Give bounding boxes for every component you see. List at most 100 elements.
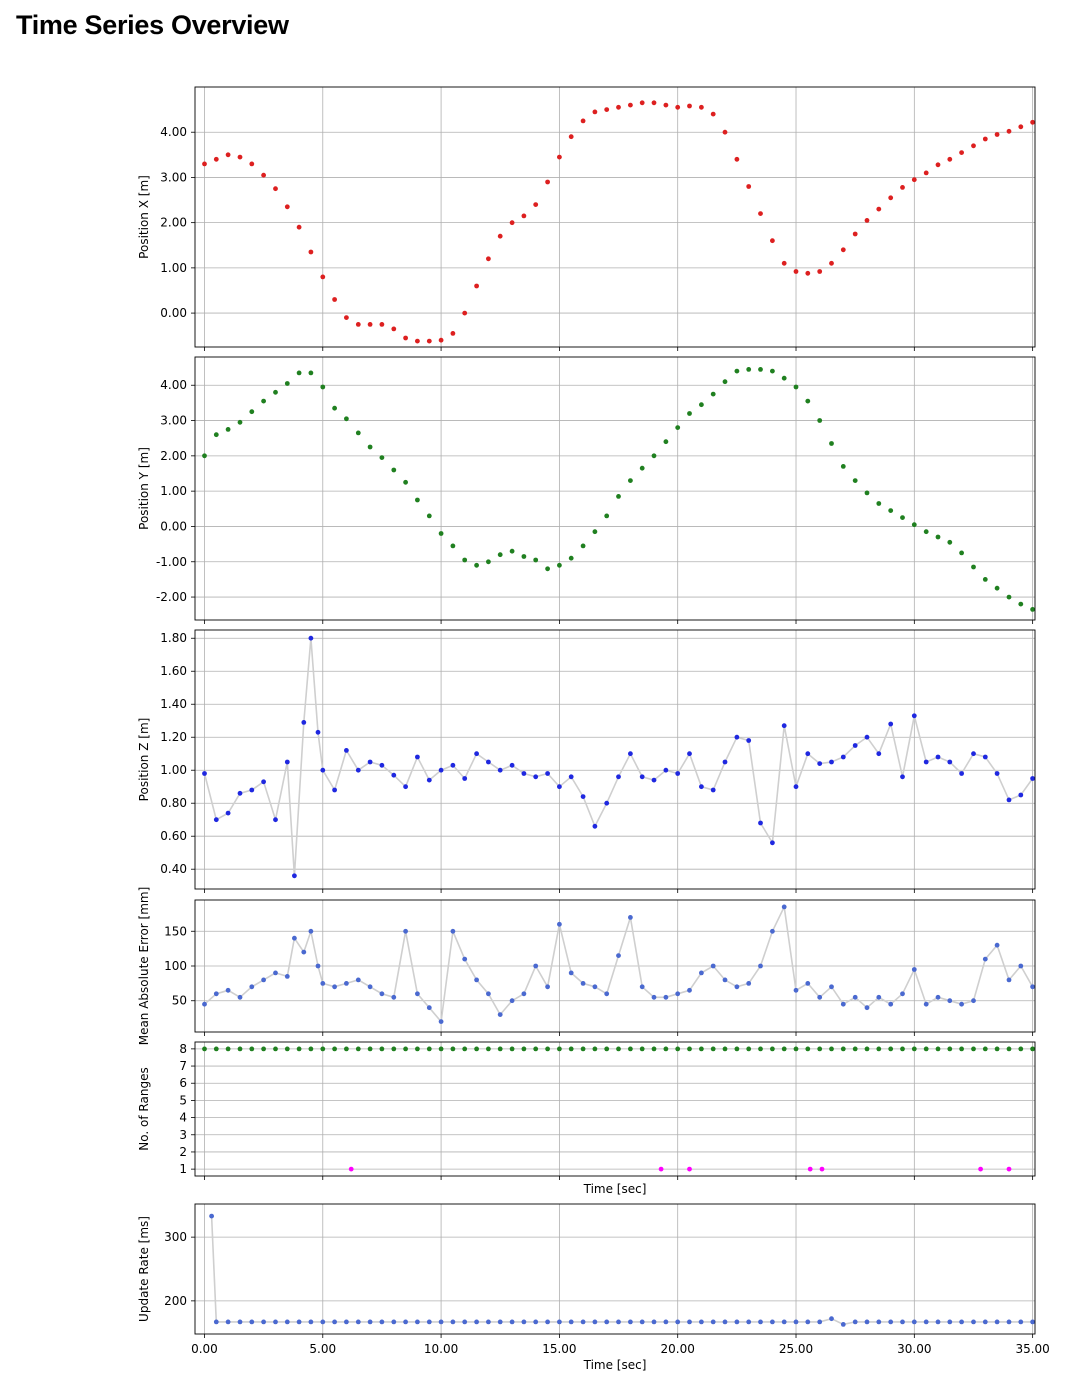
data-point [462,956,468,962]
data-point [486,256,491,262]
data-point [237,994,243,1000]
data-point [592,1046,598,1052]
data-point [557,1046,562,1052]
data-point [355,1319,361,1325]
axes-frame [194,1041,1036,1177]
data-point [852,1046,858,1052]
data-point [758,367,763,372]
data-point [261,1046,266,1052]
data-point [486,759,491,765]
data-point [344,1319,349,1325]
data-point [651,1319,657,1325]
data-point [355,767,361,773]
data-point [687,987,692,993]
data-point [474,751,479,757]
data-point [947,998,953,1004]
data-point [284,974,290,979]
y-tick-label: 4.00 [160,125,187,139]
data-point [497,552,503,558]
data-point [817,994,823,1000]
y-tick-label: 8 [179,1042,187,1056]
data-point [557,1319,562,1325]
data-point [994,771,1000,776]
data-point [521,771,527,776]
data-point [935,1046,941,1052]
data-point [888,1319,894,1325]
data-point [947,1319,953,1325]
data-point [320,274,326,280]
data-point [474,1046,479,1052]
data-point [308,370,314,376]
data-point [202,1001,207,1007]
data-point [1030,119,1035,125]
y-tick-label: 150 [164,924,187,938]
data-point [284,1319,290,1325]
data-point [888,195,894,201]
data-point [829,260,834,266]
y-tick-label: 1.00 [160,763,187,777]
data-point [734,1046,740,1052]
data-point [710,1319,716,1325]
data-point [710,1046,716,1052]
data-point [639,465,645,471]
y-tick-label: -2.00 [156,590,187,604]
data-point [994,132,1000,137]
y-tick-label: 1.40 [160,697,187,711]
data-point [332,405,337,411]
data-point [348,1166,354,1172]
data-point [237,790,243,796]
data-point [568,555,574,561]
data-point [568,774,574,780]
data-point [805,1319,811,1325]
data-point [781,904,787,910]
data-point [758,211,763,217]
data-point [722,1046,728,1052]
data-point [438,337,444,343]
data-point [1018,963,1024,969]
data-point [959,550,964,556]
data-point [663,102,669,108]
y-tick-label: 2.00 [160,449,187,463]
data-point [982,136,988,142]
data-point [273,186,278,192]
y-tick-label: 1.60 [160,664,187,678]
y-tick-label: 3 [179,1128,187,1142]
data-point [793,987,799,993]
data-point [426,777,432,783]
data-point [592,984,598,990]
y-tick-label: 1.20 [160,730,187,744]
data-point [829,1316,834,1322]
data-point [876,994,882,1000]
data-point [639,1046,645,1052]
data-point [497,1319,503,1325]
data-point [817,1046,823,1052]
data-point [284,1046,290,1052]
data-point [699,1046,704,1052]
data-point [292,935,297,941]
data-point [616,774,621,780]
data-point [296,1319,302,1325]
x-axis-label: Time [sec] [583,1358,647,1372]
data-point [415,497,420,503]
x-tick-label: 25.00 [779,1342,813,1356]
data-point [592,1319,598,1325]
data-point [403,784,408,790]
data-point [474,1319,479,1325]
data-point [462,776,468,781]
data-point [852,743,858,748]
data-point [284,381,290,386]
data-point [793,784,799,790]
data-point [616,953,621,958]
data-point [994,1319,1000,1325]
data-point [403,1046,408,1052]
data-point [971,998,976,1004]
data-point [900,515,905,520]
data-point [971,143,976,149]
data-point [367,1319,373,1325]
data-point [947,539,953,545]
data-point [391,1319,397,1325]
data-point [497,1012,503,1017]
x-tick-label: 5.00 [309,1342,336,1356]
data-point [332,787,337,793]
data-point [509,998,515,1004]
